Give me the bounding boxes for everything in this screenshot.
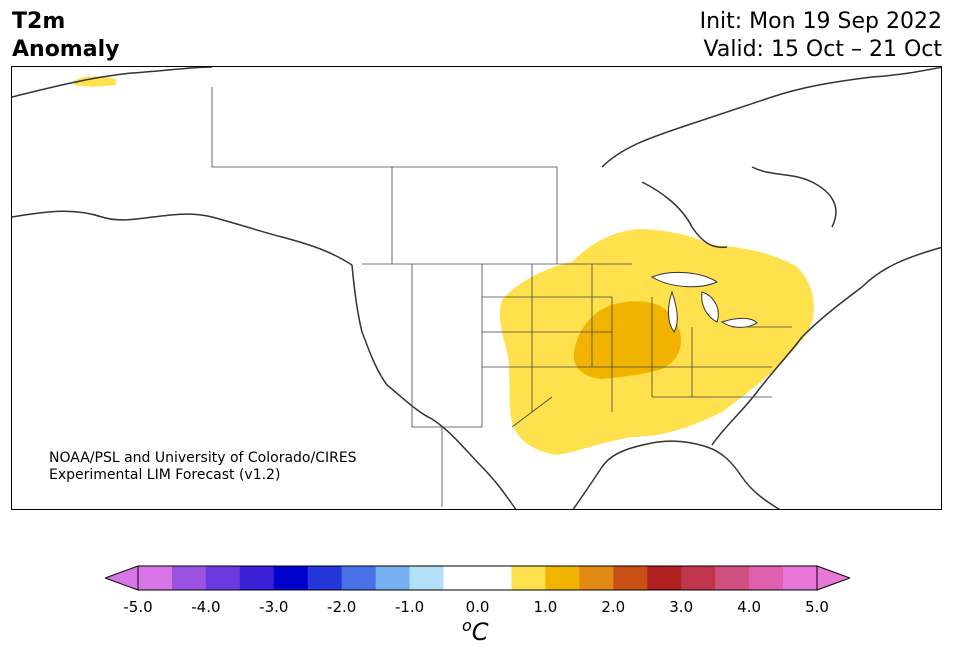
- map-panel: [11, 66, 942, 510]
- colorbar-segment: [647, 566, 682, 590]
- colorbar-ticks: -5.0 -4.0 -3.0 -2.0 -1.0 0.0 1.0 2.0 3.0 4.0 5.0: [0, 598, 953, 618]
- credit-line-1: NOAA/PSL and University of Colorado/CIRE…: [49, 450, 357, 466]
- variable-label: T2m: [12, 9, 66, 34]
- colorbar-segment: [375, 566, 411, 590]
- colorbar-segment: [579, 566, 614, 590]
- colorbar-segment: [409, 566, 445, 590]
- colorbar-segment: [511, 566, 546, 590]
- colorbar-tick-label: -3.0: [259, 598, 289, 616]
- colorbar-tick-label: 0.0: [465, 598, 490, 616]
- colorbar-segment: [239, 566, 275, 590]
- anomaly-region-dark: [573, 301, 682, 379]
- colorbar-graphic: [103, 565, 852, 591]
- colorbar-tick-label: 4.0: [737, 598, 762, 616]
- north-america-map: [12, 67, 941, 509]
- unit-letter: C: [471, 618, 489, 646]
- colorbar-tick-label: 5.0: [805, 598, 829, 616]
- map-title: T2m Anomaly: [12, 8, 119, 64]
- colorbar-segment: [138, 566, 173, 590]
- colorbar-segment: [205, 566, 241, 590]
- colorbar-segment: [171, 566, 207, 590]
- anomaly-region-alaska: [74, 76, 116, 87]
- political-borders: [211, 87, 792, 507]
- colorbar-unit: oC: [462, 616, 489, 646]
- colorbar-segment: [273, 566, 309, 590]
- credit-text: NOAA/PSL and University of Colorado/CIRE…: [49, 450, 357, 484]
- colorbar-segment: [545, 566, 580, 590]
- colorbar-tick-label: -4.0: [191, 598, 221, 616]
- anomaly-label: Anomaly: [12, 37, 120, 62]
- credit-line-2: Experimental LIM Forecast (v1.2): [49, 467, 281, 483]
- colorbar-segment: [749, 566, 784, 590]
- colorbar-segment: [341, 566, 377, 590]
- great-lakes: [650, 272, 758, 333]
- colorbar-segment: [307, 566, 343, 590]
- colorbar-outline: [137, 565, 818, 591]
- colorbar-tick-label: -1.0: [394, 598, 425, 616]
- colorbar-tick-label: -2.0: [327, 598, 357, 616]
- colorbar-segment: [681, 566, 716, 590]
- date-info: Init: Mon 19 Sep 2022 Valid: 15 Oct – 21…: [700, 8, 942, 64]
- unit-degree: o: [462, 616, 472, 635]
- colorbar-segment: [715, 566, 750, 590]
- colorbar-segment: [443, 566, 478, 590]
- colorbar-tick-label: 1.0: [533, 598, 558, 616]
- valid-range: Valid: 15 Oct – 21 Oct: [703, 37, 942, 62]
- colorbar-tick-label: -5.0: [123, 598, 153, 616]
- colorbar-segment: [783, 566, 818, 590]
- init-date: Init: Mon 19 Sep 2022: [699, 9, 942, 34]
- colorbar-tick-label: 2.0: [601, 598, 626, 616]
- colorbar-over-arrow: [816, 565, 852, 591]
- coastline-lines: [12, 67, 941, 509]
- colorbar: [103, 565, 852, 595]
- colorbar-segment: [613, 566, 648, 590]
- colorbar-tick-label: 3.0: [669, 598, 694, 616]
- colorbar-under-arrow: [103, 565, 139, 591]
- colorbar-segment: [477, 566, 512, 590]
